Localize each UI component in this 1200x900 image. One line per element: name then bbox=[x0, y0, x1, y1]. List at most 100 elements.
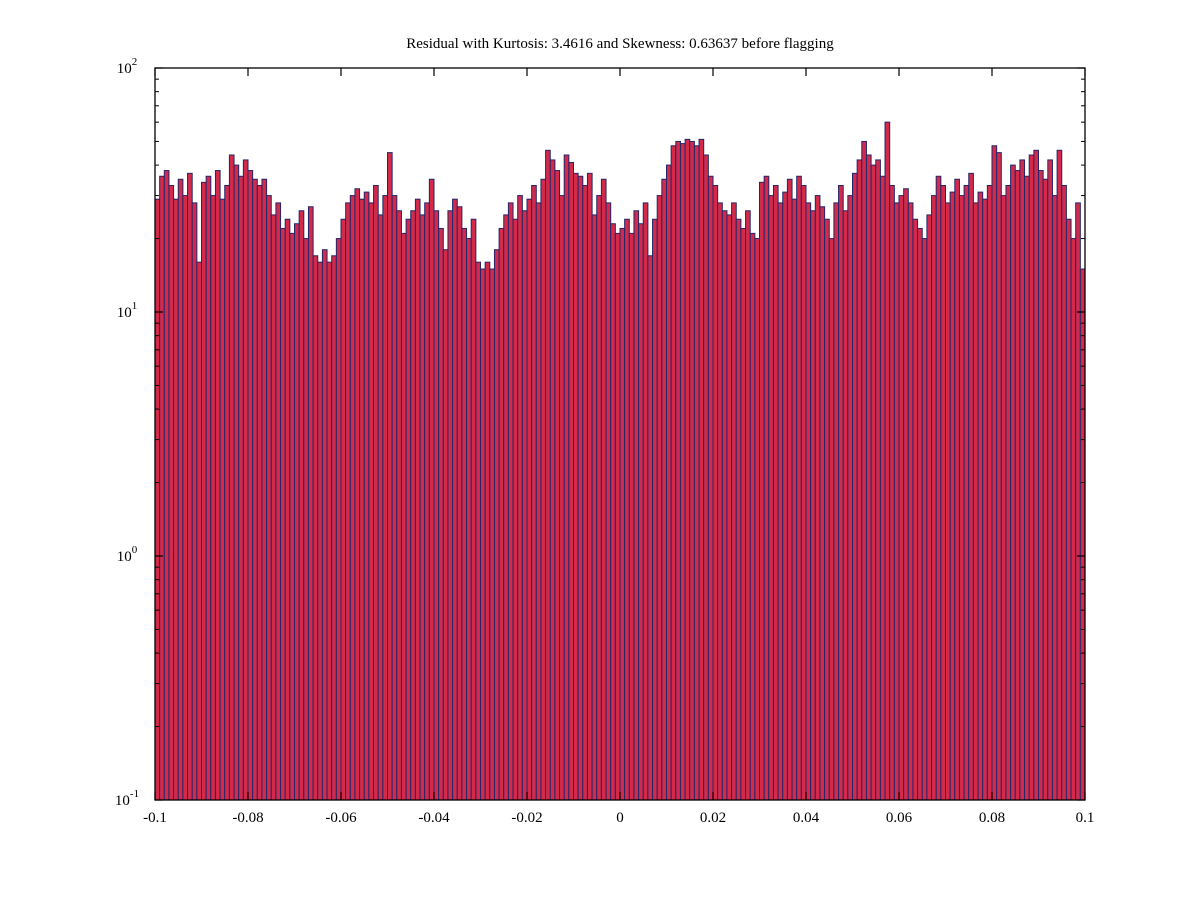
histogram-bar bbox=[633, 210, 640, 801]
chart-title: Residual with Kurtosis: 3.4616 and Skewn… bbox=[406, 36, 834, 52]
x-tick-label: 0.08 bbox=[979, 810, 1005, 826]
histogram-bar bbox=[563, 154, 570, 801]
histogram-bar bbox=[624, 218, 630, 801]
x-tick-label: -0.08 bbox=[232, 810, 263, 826]
histogram-bar bbox=[373, 184, 379, 801]
histogram-bar bbox=[842, 210, 849, 801]
histogram-bar bbox=[233, 164, 240, 801]
histogram-bar bbox=[554, 170, 561, 801]
histogram-bar bbox=[210, 195, 216, 801]
histogram-bar bbox=[1019, 159, 1026, 801]
histogram-bar bbox=[968, 172, 974, 801]
histogram-bar bbox=[414, 198, 421, 801]
histogram-bar bbox=[275, 202, 282, 801]
histogram-bar bbox=[772, 184, 779, 801]
histogram-bar bbox=[493, 249, 500, 801]
histogram-bar bbox=[1010, 164, 1016, 801]
histogram-bar bbox=[284, 218, 291, 801]
histogram-bar bbox=[549, 159, 556, 801]
histogram-bar bbox=[480, 268, 486, 801]
histogram-bar bbox=[596, 195, 602, 801]
histogram-bar bbox=[400, 232, 407, 801]
histogram-bar bbox=[819, 206, 826, 801]
histogram-bar bbox=[777, 202, 784, 801]
histogram-bar bbox=[689, 140, 695, 801]
histogram-bar bbox=[205, 175, 212, 801]
histogram-bar bbox=[693, 145, 700, 801]
histogram-bar bbox=[865, 154, 872, 801]
histogram-bar bbox=[377, 214, 384, 801]
histogram-bar bbox=[791, 198, 798, 801]
histogram-bar bbox=[498, 227, 505, 801]
histogram-bar bbox=[684, 138, 691, 801]
histogram-bar bbox=[652, 218, 658, 801]
histogram-bar bbox=[958, 195, 965, 801]
histogram-bar bbox=[294, 223, 300, 801]
histogram-bar bbox=[484, 261, 491, 801]
histogram-bar bbox=[312, 255, 319, 801]
histogram-bar bbox=[382, 195, 389, 801]
x-tick-label: -0.02 bbox=[511, 810, 542, 826]
x-tick-label: 0.06 bbox=[886, 810, 913, 826]
x-tick-label: 0.1 bbox=[1076, 810, 1095, 826]
histogram-bar bbox=[154, 198, 161, 801]
histogram-bar bbox=[559, 195, 565, 801]
histogram-bar bbox=[266, 195, 272, 801]
histogram-bar bbox=[433, 210, 440, 801]
histogram-bar bbox=[182, 195, 189, 801]
histogram-bar bbox=[917, 227, 923, 801]
histogram-bar bbox=[256, 184, 263, 801]
histogram-bar bbox=[810, 210, 816, 801]
histogram-bar bbox=[921, 238, 928, 801]
y-tick-label: 10-1 bbox=[115, 788, 139, 809]
histogram-bar bbox=[298, 210, 305, 801]
histogram-bar bbox=[838, 184, 844, 801]
x-tick-label: -0.06 bbox=[325, 810, 357, 826]
histogram-bar bbox=[796, 175, 802, 801]
histogram-bar bbox=[247, 170, 254, 801]
histogram-bar bbox=[307, 206, 314, 801]
histogram-bar bbox=[447, 210, 454, 801]
histogram-bar bbox=[731, 202, 737, 801]
histogram-bar bbox=[201, 181, 207, 801]
histogram-bar bbox=[656, 195, 663, 801]
histogram-bar bbox=[228, 154, 235, 801]
histogram-bar bbox=[586, 172, 593, 801]
histogram-bar bbox=[735, 218, 742, 801]
histogram-bar bbox=[875, 159, 881, 801]
histogram-bar bbox=[391, 195, 398, 801]
histogram-bar bbox=[591, 214, 598, 801]
histogram-bar bbox=[768, 195, 774, 801]
histogram-bar bbox=[335, 238, 342, 801]
histogram-bar bbox=[977, 191, 984, 801]
histogram-bar bbox=[679, 143, 686, 801]
histogram-bar bbox=[354, 188, 361, 801]
histogram-bar bbox=[1000, 195, 1007, 801]
histogram-bar bbox=[745, 210, 751, 801]
histogram-bar bbox=[238, 175, 244, 801]
histogram-bar bbox=[191, 202, 198, 801]
histogram-bar bbox=[475, 261, 482, 801]
histogram-bar bbox=[1028, 154, 1035, 801]
x-tick-label: 0 bbox=[616, 810, 624, 826]
histogram-bar bbox=[642, 202, 649, 801]
histogram-bar bbox=[814, 195, 821, 801]
histogram-bar bbox=[661, 178, 667, 801]
histogram-bar bbox=[196, 261, 203, 801]
x-tick-label: 0.04 bbox=[793, 810, 820, 826]
histogram-bar bbox=[1005, 184, 1012, 801]
histogram-bar bbox=[326, 261, 333, 801]
histogram-bar bbox=[582, 184, 588, 801]
histogram-bar bbox=[280, 227, 286, 801]
histogram-bar bbox=[177, 178, 184, 801]
histogram-bar bbox=[368, 202, 375, 801]
histogram-bar bbox=[963, 184, 970, 801]
histogram-bar bbox=[359, 198, 365, 801]
histogram-bar bbox=[782, 191, 788, 801]
histogram-bar bbox=[303, 238, 309, 801]
histogram-bar bbox=[893, 202, 900, 801]
histogram-bar bbox=[903, 188, 909, 801]
histogram-bar bbox=[949, 191, 956, 801]
histogram-bar bbox=[1024, 175, 1030, 801]
histogram-bar bbox=[531, 184, 537, 801]
